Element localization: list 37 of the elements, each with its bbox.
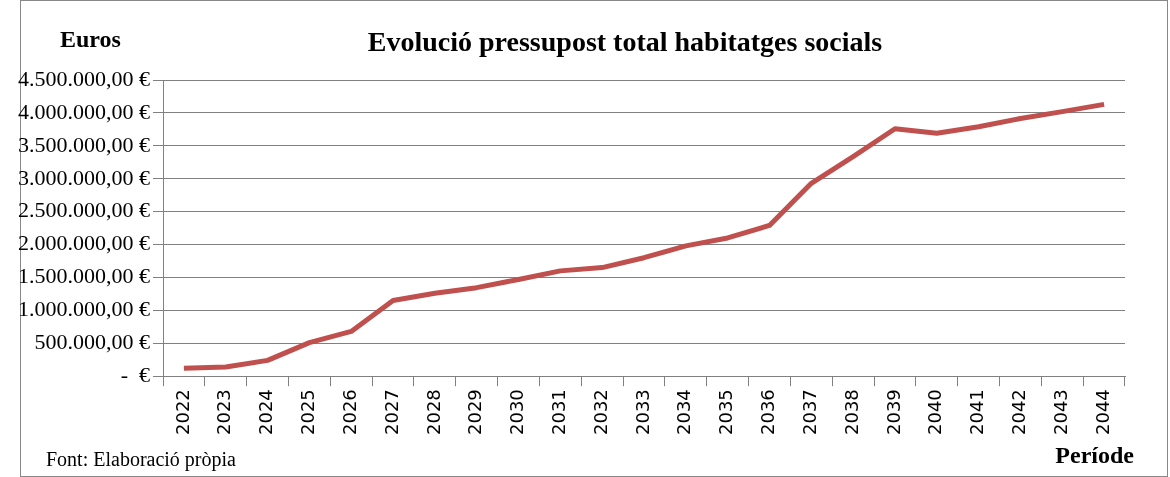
x-tick-label: 2024 (255, 389, 277, 435)
x-tick-label: 2038 (840, 389, 862, 435)
y-tick-label: 1.000.000,00 € (18, 296, 150, 322)
x-tick-label: 2044 (1091, 389, 1113, 435)
y-tick-label: - € (120, 361, 150, 387)
x-tick-label: 2035 (715, 389, 737, 435)
x-tick-label: 2034 (673, 389, 695, 435)
x-tick-label: 2041 (966, 389, 988, 435)
y-tick-label: 3.500.000,00 € (18, 131, 150, 157)
y-tick-label: 4.000.000,00 € (18, 98, 150, 124)
x-tick-label: 2026 (338, 389, 360, 435)
x-tick-label: 2029 (464, 389, 486, 435)
y-axis-title: Euros (60, 26, 121, 53)
y-tick-label: 4.500.000,00 € (18, 65, 150, 91)
y-tick-label: 2.500.000,00 € (18, 197, 150, 223)
text: Font: Elaboració pròpia (46, 448, 236, 471)
x-tick-label: 2022 (171, 389, 193, 435)
x-tick-label: 2023 (213, 389, 235, 435)
chart-title: Evolució pressupost total habitatges socials (366, 26, 884, 58)
y-tick-label: 500.000,00 € (34, 329, 150, 355)
x-tick-label: 2042 (1008, 389, 1030, 435)
x-tick-label: 2036 (757, 389, 779, 435)
x-tick-label: 2033 (631, 389, 653, 435)
x-tick-label: 2027 (380, 389, 402, 435)
x-tick-label: 2040 (924, 389, 946, 435)
x-tick-label: 2028 (422, 389, 444, 435)
x-tick-label: 2039 (882, 389, 904, 435)
x-tick-label: 2043 (1049, 389, 1071, 435)
x-tick-label: 2030 (506, 389, 528, 435)
y-tick-label: 3.000.000,00 € (18, 164, 150, 190)
x-tick-label: 2025 (297, 389, 319, 435)
x-tick-label: 2032 (589, 389, 611, 435)
x-tick-label: 2037 (798, 389, 820, 435)
x-tick-label: 2031 (548, 389, 570, 435)
x-axis-title: Període (1055, 442, 1134, 469)
y-tick-label: 1.500.000,00 € (18, 263, 150, 289)
y-tick-label: 2.000.000,00 € (18, 230, 150, 256)
